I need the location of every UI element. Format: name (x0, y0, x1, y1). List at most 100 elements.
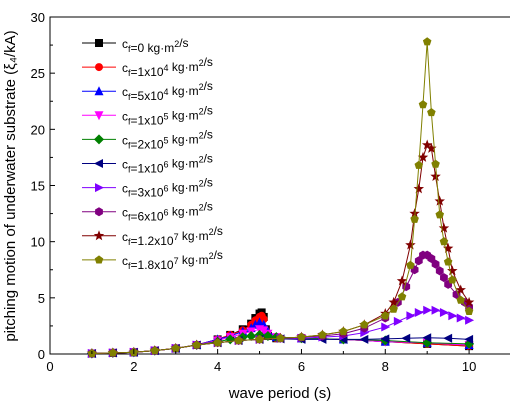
legend-label: cf=1x106 kg·m2/s (122, 152, 213, 176)
series-layer (86, 37, 475, 359)
legend-label: cf=1.2x107 kg·m2/s (122, 224, 223, 248)
data-point (388, 296, 399, 307)
y-axis-ticks: 0 5 10 15 20 25 30 (31, 10, 55, 362)
legend-item: cf=1.2x107 kg·m2/s (82, 224, 223, 248)
data-point (297, 332, 306, 341)
series-line (91, 144, 470, 354)
data-point (426, 142, 437, 153)
legend-item: cf=3x106 kg·m2/s (82, 176, 213, 200)
series-7 (87, 305, 475, 358)
data-point (339, 327, 348, 336)
y-tick-label: 30 (31, 10, 45, 25)
data-point (422, 333, 432, 343)
data-point (401, 333, 411, 343)
data-point (246, 331, 257, 342)
legend-label: cf=0 kg·m2/s (122, 36, 189, 55)
data-point (435, 266, 444, 276)
legend-item: cf=5x104 kg·m2/s (82, 79, 213, 103)
legend-label: cf=3x106 kg·m2/s (122, 176, 213, 200)
legend-marker (94, 255, 104, 264)
x-tick-label: 8 (382, 359, 389, 374)
data-point (438, 222, 450, 233)
data-point (171, 343, 181, 353)
data-point (255, 334, 264, 344)
legend-label: cf=1x104 kg·m2/s (122, 55, 213, 79)
data-point (431, 259, 440, 269)
data-point (456, 313, 466, 323)
data-point (360, 320, 369, 329)
x-tick-label: 0 (46, 359, 53, 374)
data-point (417, 151, 429, 162)
data-point (259, 326, 269, 336)
data-point (213, 338, 222, 347)
data-point (389, 304, 398, 313)
y-tick-label: 5 (38, 291, 45, 306)
data-point (440, 273, 448, 283)
legend-label: cf=6x106 kg·m2/s (122, 200, 213, 224)
series-10 (87, 37, 474, 358)
x-tick-label: 4 (214, 359, 221, 374)
data-point (448, 311, 458, 321)
data-point (405, 239, 416, 250)
data-point (427, 254, 436, 264)
data-point (427, 107, 436, 117)
legend-item: cf=1x106 kg·m2/s (82, 152, 213, 176)
legend-marker (95, 207, 103, 217)
data-point (456, 295, 465, 304)
data-point (414, 160, 424, 169)
data-point (430, 171, 441, 181)
data-point (464, 334, 474, 344)
legend-marker (94, 86, 104, 96)
data-point (234, 336, 243, 345)
legend-label: cf=1x105 kg·m2/s (122, 103, 213, 127)
x-axis-title: wave period (s) (228, 385, 332, 402)
data-point (397, 292, 407, 301)
x-tick-label: 10 (462, 359, 476, 374)
y-tick-label: 10 (31, 235, 45, 250)
data-point (443, 257, 453, 266)
data-point (435, 210, 445, 219)
plot-frame (49, 16, 510, 355)
data-point (150, 346, 160, 355)
data-point (381, 322, 391, 332)
x-tick-label: 6 (298, 359, 305, 374)
data-point (406, 311, 416, 321)
y-tick-label: 15 (31, 179, 45, 194)
data-point (431, 159, 440, 168)
data-point (393, 316, 403, 326)
y-tick-label: 20 (31, 122, 45, 137)
data-point (434, 195, 445, 206)
data-point (396, 275, 408, 286)
x-tick-label: 2 (130, 359, 137, 374)
data-point (439, 307, 449, 317)
data-point (447, 265, 458, 276)
legend-label: cf=2x105 kg·m2/s (122, 127, 213, 151)
data-point (276, 333, 285, 342)
data-point (463, 296, 475, 307)
legend: cf=0 kg·m2/scf=1x104 kg·m2/scf=5x104 kg·… (82, 36, 223, 272)
data-point (422, 37, 432, 46)
legend-item: cf=6x106 kg·m2/s (82, 200, 213, 224)
legend-label: cf=5x104 kg·m2/s (122, 79, 213, 103)
data-point (414, 256, 423, 266)
legend-item: cf=2x105 kg·m2/s (82, 127, 213, 151)
data-point (318, 330, 327, 339)
data-point (418, 100, 428, 109)
legend-item: cf=1x104 kg·m2/s (82, 55, 213, 79)
data-point (421, 139, 433, 150)
data-point (380, 311, 390, 320)
legend-marker (94, 159, 103, 168)
y-axis-title: pitching motion of underwater substrate … (2, 30, 19, 341)
data-point (359, 334, 369, 344)
legend-marker (95, 63, 103, 72)
data-point (442, 242, 454, 253)
legend-item: cf=1x105 kg·m2/s (82, 103, 213, 127)
data-point (259, 315, 268, 324)
data-point (465, 315, 475, 325)
data-point (423, 305, 433, 315)
legend-item: cf=0 kg·m2/s (82, 36, 189, 55)
data-point (431, 305, 441, 315)
data-point (380, 334, 390, 344)
y-tick-label: 25 (31, 66, 45, 81)
data-point (406, 260, 415, 269)
